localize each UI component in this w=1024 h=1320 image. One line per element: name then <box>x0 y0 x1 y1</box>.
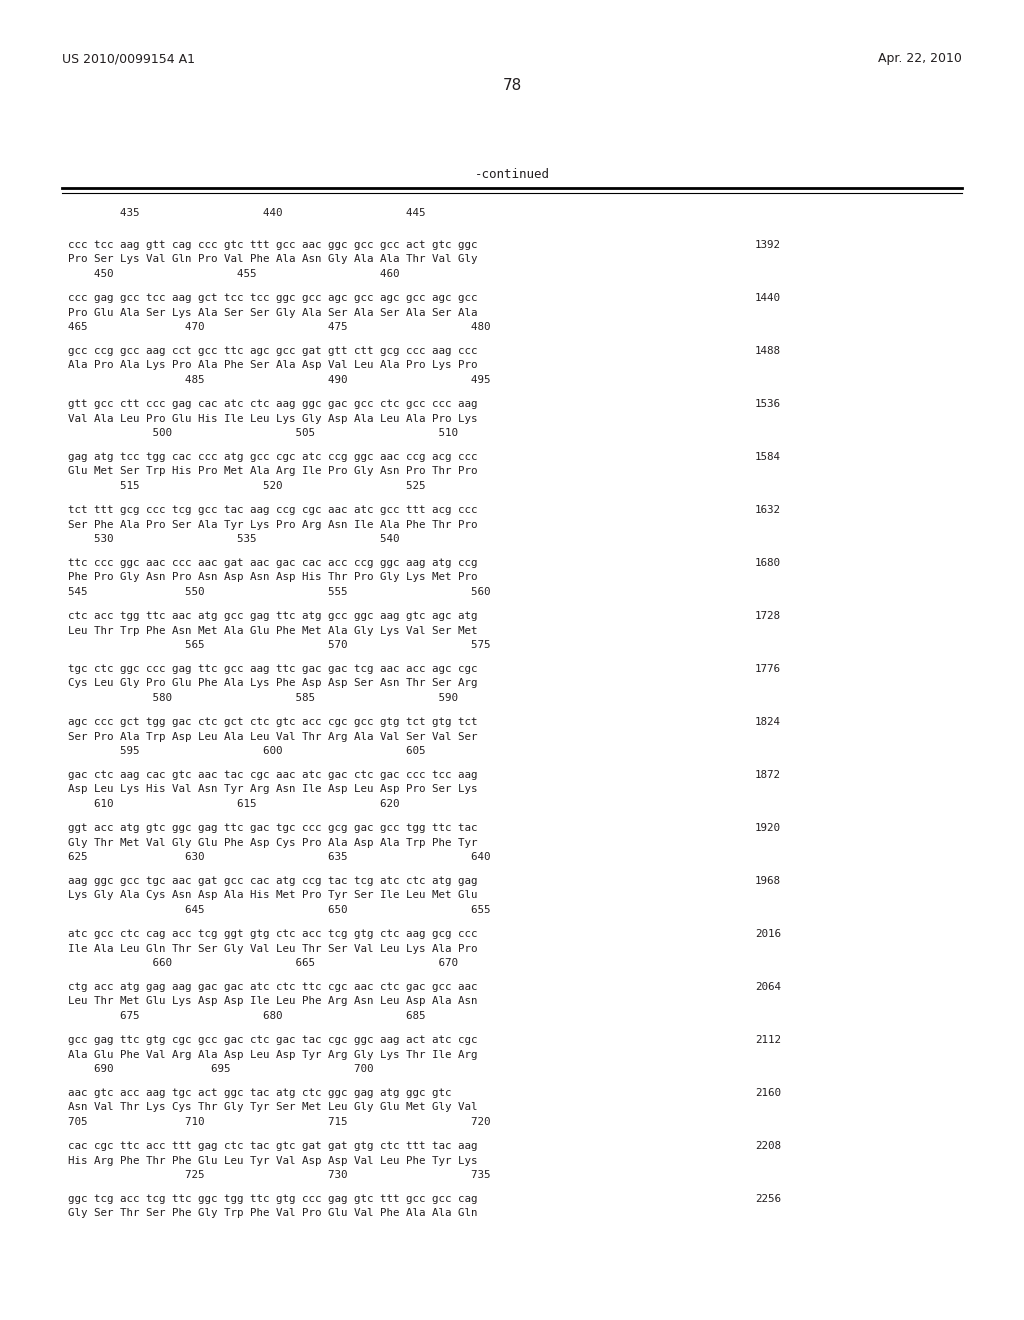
Text: 515                   520                   525: 515 520 525 <box>68 480 426 491</box>
Text: Asp Leu Lys His Val Asn Tyr Arg Asn Ile Asp Leu Asp Pro Ser Lys: Asp Leu Lys His Val Asn Tyr Arg Asn Ile … <box>68 784 477 795</box>
Text: tgc ctc ggc ccc gag ttc gcc aag ttc gac gac tcg aac acc agc cgc: tgc ctc ggc ccc gag ttc gcc aag ttc gac … <box>68 664 477 675</box>
Text: gcc gag ttc gtg cgc gcc gac ctc gac tac cgc ggc aag act atc cgc: gcc gag ttc gtg cgc gcc gac ctc gac tac … <box>68 1035 477 1045</box>
Text: 1632: 1632 <box>755 506 781 515</box>
Text: US 2010/0099154 A1: US 2010/0099154 A1 <box>62 51 195 65</box>
Text: 660                   665                   670: 660 665 670 <box>68 958 458 968</box>
Text: 465               470                   475                   480: 465 470 475 480 <box>68 322 490 333</box>
Text: tct ttt gcg ccc tcg gcc tac aag ccg cgc aac atc gcc ttt acg ccc: tct ttt gcg ccc tcg gcc tac aag ccg cgc … <box>68 506 477 515</box>
Text: ttc ccc ggc aac ccc aac gat aac gac cac acc ccg ggc aag atg ccg: ttc ccc ggc aac ccc aac gat aac gac cac … <box>68 558 477 568</box>
Text: 450                   455                   460: 450 455 460 <box>68 269 399 279</box>
Text: 1728: 1728 <box>755 611 781 620</box>
Text: 500                   505                   510: 500 505 510 <box>68 428 458 438</box>
Text: Lys Gly Ala Cys Asn Asp Ala His Met Pro Tyr Ser Ile Leu Met Glu: Lys Gly Ala Cys Asn Asp Ala His Met Pro … <box>68 891 477 900</box>
Text: ggc tcg acc tcg ttc ggc tgg ttc gtg ccc gag gtc ttt gcc gcc cag: ggc tcg acc tcg ttc ggc tgg ttc gtg ccc … <box>68 1195 477 1204</box>
Text: 1440: 1440 <box>755 293 781 304</box>
Text: 485                   490                   495: 485 490 495 <box>68 375 490 385</box>
Text: ctc acc tgg ttc aac atg gcc gag ttc atg gcc ggc aag gtc agc atg: ctc acc tgg ttc aac atg gcc gag ttc atg … <box>68 611 477 620</box>
Text: 580                   585                   590: 580 585 590 <box>68 693 458 704</box>
Text: Leu Thr Trp Phe Asn Met Ala Glu Phe Met Ala Gly Lys Val Ser Met: Leu Thr Trp Phe Asn Met Ala Glu Phe Met … <box>68 626 477 635</box>
Text: gag atg tcc tgg cac ccc atg gcc cgc atc ccg ggc aac ccg acg ccc: gag atg tcc tgg cac ccc atg gcc cgc atc … <box>68 451 477 462</box>
Text: Phe Pro Gly Asn Pro Asn Asp Asn Asp His Thr Pro Gly Lys Met Pro: Phe Pro Gly Asn Pro Asn Asp Asn Asp His … <box>68 573 477 582</box>
Text: Ala Glu Phe Val Arg Ala Asp Leu Asp Tyr Arg Gly Lys Thr Ile Arg: Ala Glu Phe Val Arg Ala Asp Leu Asp Tyr … <box>68 1049 477 1060</box>
Text: Asn Val Thr Lys Cys Thr Gly Tyr Ser Met Leu Gly Glu Met Gly Val: Asn Val Thr Lys Cys Thr Gly Tyr Ser Met … <box>68 1102 477 1113</box>
Text: -continued: -continued <box>474 168 550 181</box>
Text: aag ggc gcc tgc aac gat gcc cac atg ccg tac tcg atc ctc atg gag: aag ggc gcc tgc aac gat gcc cac atg ccg … <box>68 876 477 886</box>
Text: cac cgc ttc acc ttt gag ctc tac gtc gat gat gtg ctc ttt tac aag: cac cgc ttc acc ttt gag ctc tac gtc gat … <box>68 1140 477 1151</box>
Text: 78: 78 <box>503 78 521 92</box>
Text: gcc ccg gcc aag cct gcc ttc agc gcc gat gtt ctt gcg ccc aag ccc: gcc ccg gcc aag cct gcc ttc agc gcc gat … <box>68 346 477 356</box>
Text: 2112: 2112 <box>755 1035 781 1045</box>
Text: ccc gag gcc tcc aag gct tcc tcc ggc gcc agc gcc agc gcc agc gcc: ccc gag gcc tcc aag gct tcc tcc ggc gcc … <box>68 293 477 304</box>
Text: 2016: 2016 <box>755 929 781 939</box>
Text: 1392: 1392 <box>755 240 781 249</box>
Text: 2256: 2256 <box>755 1195 781 1204</box>
Text: 625               630                   635                   640: 625 630 635 640 <box>68 851 490 862</box>
Text: 645                   650                   655: 645 650 655 <box>68 906 490 915</box>
Text: 595                   600                   605: 595 600 605 <box>68 746 426 756</box>
Text: 675                   680                   685: 675 680 685 <box>68 1011 426 1020</box>
Text: gac ctc aag cac gtc aac tac cgc aac atc gac ctc gac ccc tcc aag: gac ctc aag cac gtc aac tac cgc aac atc … <box>68 770 477 780</box>
Text: 1872: 1872 <box>755 770 781 780</box>
Text: Ile Ala Leu Gln Thr Ser Gly Val Leu Thr Ser Val Leu Lys Ala Pro: Ile Ala Leu Gln Thr Ser Gly Val Leu Thr … <box>68 944 477 953</box>
Text: Cys Leu Gly Pro Glu Phe Ala Lys Phe Asp Asp Ser Asn Thr Ser Arg: Cys Leu Gly Pro Glu Phe Ala Lys Phe Asp … <box>68 678 477 689</box>
Text: 1584: 1584 <box>755 451 781 462</box>
Text: 565                   570                   575: 565 570 575 <box>68 640 490 649</box>
Text: His Arg Phe Thr Phe Glu Leu Tyr Val Asp Asp Val Leu Phe Tyr Lys: His Arg Phe Thr Phe Glu Leu Tyr Val Asp … <box>68 1155 477 1166</box>
Text: 705               710                   715                   720: 705 710 715 720 <box>68 1117 490 1127</box>
Text: Val Ala Leu Pro Glu His Ile Leu Lys Gly Asp Ala Leu Ala Pro Lys: Val Ala Leu Pro Glu His Ile Leu Lys Gly … <box>68 413 477 424</box>
Text: 435                   440                   445: 435 440 445 <box>68 209 426 218</box>
Text: gtt gcc ctt ccc gag cac atc ctc aag ggc gac gcc ctc gcc ccc aag: gtt gcc ctt ccc gag cac atc ctc aag ggc … <box>68 399 477 409</box>
Text: 1824: 1824 <box>755 717 781 727</box>
Text: 1488: 1488 <box>755 346 781 356</box>
Text: atc gcc ctc cag acc tcg ggt gtg ctc acc tcg gtg ctc aag gcg ccc: atc gcc ctc cag acc tcg ggt gtg ctc acc … <box>68 929 477 939</box>
Text: 530                   535                   540: 530 535 540 <box>68 535 399 544</box>
Text: agc ccc gct tgg gac ctc gct ctc gtc acc cgc gcc gtg tct gtg tct: agc ccc gct tgg gac ctc gct ctc gtc acc … <box>68 717 477 727</box>
Text: Pro Glu Ala Ser Lys Ala Ser Ser Gly Ala Ser Ala Ser Ala Ser Ala: Pro Glu Ala Ser Lys Ala Ser Ser Gly Ala … <box>68 308 477 318</box>
Text: 725                   730                   735: 725 730 735 <box>68 1170 490 1180</box>
Text: ggt acc atg gtc ggc gag ttc gac tgc ccc gcg gac gcc tgg ttc tac: ggt acc atg gtc ggc gag ttc gac tgc ccc … <box>68 822 477 833</box>
Text: Apr. 22, 2010: Apr. 22, 2010 <box>879 51 962 65</box>
Text: 690               695                   700: 690 695 700 <box>68 1064 374 1074</box>
Text: Ala Pro Ala Lys Pro Ala Phe Ser Ala Asp Val Leu Ala Pro Lys Pro: Ala Pro Ala Lys Pro Ala Phe Ser Ala Asp … <box>68 360 477 371</box>
Text: 545               550                   555                   560: 545 550 555 560 <box>68 587 490 597</box>
Text: 2208: 2208 <box>755 1140 781 1151</box>
Text: Glu Met Ser Trp His Pro Met Ala Arg Ile Pro Gly Asn Pro Thr Pro: Glu Met Ser Trp His Pro Met Ala Arg Ile … <box>68 466 477 477</box>
Text: ccc tcc aag gtt cag ccc gtc ttt gcc aac ggc gcc gcc act gtc ggc: ccc tcc aag gtt cag ccc gtc ttt gcc aac … <box>68 240 477 249</box>
Text: 610                   615                   620: 610 615 620 <box>68 799 399 809</box>
Text: 2160: 2160 <box>755 1088 781 1098</box>
Text: Gly Ser Thr Ser Phe Gly Trp Phe Val Pro Glu Val Phe Ala Ala Gln: Gly Ser Thr Ser Phe Gly Trp Phe Val Pro … <box>68 1209 477 1218</box>
Text: Pro Ser Lys Val Gln Pro Val Phe Ala Asn Gly Ala Ala Thr Val Gly: Pro Ser Lys Val Gln Pro Val Phe Ala Asn … <box>68 255 477 264</box>
Text: 1776: 1776 <box>755 664 781 675</box>
Text: 2064: 2064 <box>755 982 781 993</box>
Text: 1680: 1680 <box>755 558 781 568</box>
Text: Leu Thr Met Glu Lys Asp Asp Ile Leu Phe Arg Asn Leu Asp Ala Asn: Leu Thr Met Glu Lys Asp Asp Ile Leu Phe … <box>68 997 477 1006</box>
Text: 1536: 1536 <box>755 399 781 409</box>
Text: ctg acc atg gag aag gac gac atc ctc ttc cgc aac ctc gac gcc aac: ctg acc atg gag aag gac gac atc ctc ttc … <box>68 982 477 993</box>
Text: Ser Pro Ala Trp Asp Leu Ala Leu Val Thr Arg Ala Val Ser Val Ser: Ser Pro Ala Trp Asp Leu Ala Leu Val Thr … <box>68 731 477 742</box>
Text: Ser Phe Ala Pro Ser Ala Tyr Lys Pro Arg Asn Ile Ala Phe Thr Pro: Ser Phe Ala Pro Ser Ala Tyr Lys Pro Arg … <box>68 520 477 529</box>
Text: 1920: 1920 <box>755 822 781 833</box>
Text: Gly Thr Met Val Gly Glu Phe Asp Cys Pro Ala Asp Ala Trp Phe Tyr: Gly Thr Met Val Gly Glu Phe Asp Cys Pro … <box>68 837 477 847</box>
Text: aac gtc acc aag tgc act ggc tac atg ctc ggc gag atg ggc gtc: aac gtc acc aag tgc act ggc tac atg ctc … <box>68 1088 452 1098</box>
Text: 1968: 1968 <box>755 876 781 886</box>
